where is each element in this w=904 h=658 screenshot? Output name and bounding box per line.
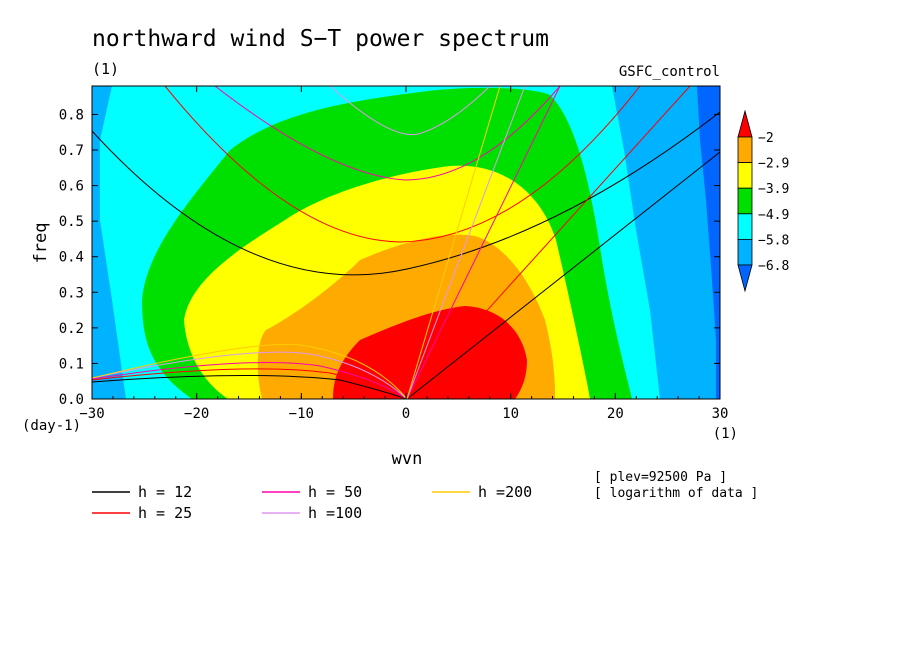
colorbar-label: −5.8 bbox=[758, 233, 789, 248]
colorbar-box bbox=[737, 213, 753, 240]
y-tick-label: 0.4 bbox=[59, 250, 84, 266]
curve-h200-rossby bbox=[92, 343, 408, 399]
note-log: [ logarithm of data ] bbox=[594, 486, 758, 501]
curve-h25-inertia-gravity bbox=[164, 86, 641, 243]
legend-label: h =200 bbox=[478, 483, 532, 501]
legend-label: h = 25 bbox=[138, 504, 192, 522]
y-tick-label: 0.5 bbox=[59, 214, 84, 230]
curve-h50-inertia-gravity bbox=[214, 86, 561, 181]
colorbar-max-arrow bbox=[737, 109, 753, 138]
curve-h200-kelvin bbox=[406, 86, 501, 399]
colorbar-box bbox=[737, 187, 753, 215]
colorbar-label: −6.8 bbox=[758, 259, 789, 274]
y-tick-label: 0.6 bbox=[59, 179, 84, 195]
curve-h50-kelvin bbox=[406, 86, 561, 399]
run-name: GSFC_control bbox=[619, 64, 720, 80]
y-tick-label: 0.0 bbox=[59, 392, 84, 408]
curve-h100-inertia-gravity bbox=[329, 86, 491, 136]
y-axis: 0.0 0.1 0.2 0.3 0.4 0.5 0.6 0.7 0.8 bbox=[59, 107, 720, 408]
units-label: (1) bbox=[92, 60, 119, 78]
x-tick-label: 0 bbox=[402, 406, 410, 422]
x-tick-label: −10 bbox=[289, 406, 314, 422]
x-axis-label: wvn bbox=[392, 449, 423, 469]
x-axis: −30 −20 −10 0 10 20 30 bbox=[79, 86, 728, 422]
x-tick-label: 30 bbox=[712, 406, 729, 422]
colorbar-label: −4.9 bbox=[758, 208, 789, 223]
x-unit-label: (1) bbox=[713, 426, 738, 442]
colorbar-label: −2 bbox=[758, 131, 774, 146]
x-tick-label: −30 bbox=[79, 406, 104, 422]
colorbar: −2 −2.9 −3.9 −4.9 −5.8 −6.8 bbox=[737, 109, 789, 293]
legend: h = 12 h = 25 h = 50 h =100 h =200 bbox=[92, 483, 532, 522]
x-tick-label: −20 bbox=[184, 406, 209, 422]
colorbar-min-arrow bbox=[737, 264, 753, 293]
curve-h100-kelvin bbox=[406, 86, 526, 399]
legend-label: h =100 bbox=[308, 504, 362, 522]
colorbar-label: −3.9 bbox=[758, 182, 789, 197]
y-tick-label: 0.1 bbox=[59, 356, 84, 372]
colorbar-box bbox=[737, 136, 753, 164]
curve-h100-rossby bbox=[92, 351, 408, 399]
x-tick-label: 10 bbox=[502, 406, 519, 422]
colorbar-box bbox=[737, 238, 753, 266]
colorbar-label: −2.9 bbox=[758, 157, 789, 172]
chart-title: northward wind S−T power spectrum bbox=[92, 26, 549, 52]
x-tick-label: 20 bbox=[607, 406, 624, 422]
legend-label: h = 12 bbox=[138, 483, 192, 501]
y-tick-label: 0.8 bbox=[59, 107, 84, 123]
curve-h12-rossby bbox=[92, 374, 408, 399]
y-tick-label: 0.7 bbox=[59, 143, 84, 159]
y-unit-label: (day-1) bbox=[22, 418, 81, 434]
curve-h12-inertia-gravity bbox=[92, 111, 720, 276]
curve-h50-rossby bbox=[92, 362, 408, 399]
contour-field bbox=[92, 86, 720, 399]
y-tick-label: 0.2 bbox=[59, 321, 84, 337]
y-tick-label: 0.3 bbox=[59, 285, 84, 301]
curve-h25-kelvin bbox=[406, 86, 691, 399]
dispersion-curves bbox=[92, 86, 720, 399]
curve-h12-kelvin-lower bbox=[406, 151, 720, 399]
legend-label: h = 50 bbox=[308, 483, 362, 501]
curve-h25-rossby bbox=[92, 368, 408, 399]
y-axis-label: freq bbox=[31, 223, 51, 264]
note-plev: [ plev=92500 Pa ] bbox=[594, 470, 727, 485]
colorbar-box bbox=[737, 162, 753, 189]
